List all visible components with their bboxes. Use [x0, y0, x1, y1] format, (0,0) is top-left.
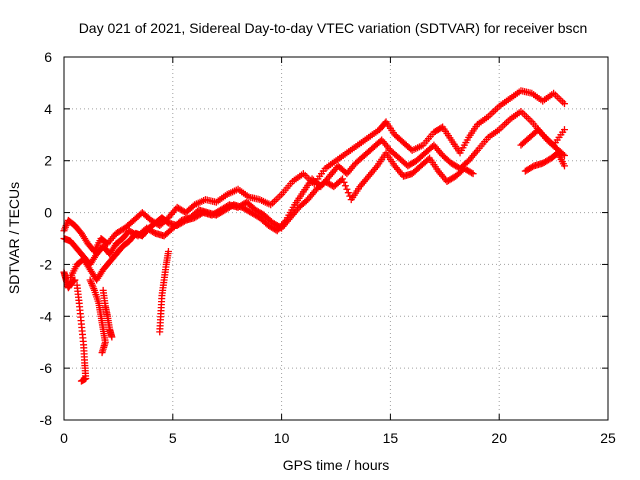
data-point [77, 377, 85, 385]
data-point [560, 100, 568, 108]
data-point [98, 349, 106, 357]
x-tick-label: 5 [169, 430, 177, 446]
y-tick-label: 0 [44, 205, 52, 221]
data-point [560, 152, 568, 160]
data-point [560, 162, 568, 170]
series-track-1 [60, 87, 568, 255]
x-tick-label: 20 [491, 430, 507, 446]
data-point [341, 182, 349, 190]
data-point [156, 328, 164, 336]
series-track-4 [521, 149, 568, 175]
data-point [559, 150, 567, 158]
x-tick-label: 25 [600, 430, 616, 446]
series-dip-3 [99, 286, 116, 341]
data-point [108, 333, 116, 341]
y-tick-label: 6 [44, 49, 52, 65]
y-axis-title: SDTVAR / TECUs [6, 182, 22, 294]
x-axis-title: GPS time / hours [283, 457, 390, 473]
y-tick-labels: 6 4 2 0 -2 -4 -6 -8 [40, 49, 53, 428]
y-tick-label: -6 [40, 360, 53, 376]
y-tick-label: 4 [44, 101, 52, 117]
data-point [71, 276, 79, 284]
axis-ticks [63, 56, 609, 421]
grid-lines [64, 57, 608, 420]
data-point [468, 169, 476, 177]
series-start-segment [60, 268, 79, 292]
series-dip-4 [156, 247, 172, 336]
y-tick-label: -8 [40, 412, 53, 428]
data-point [343, 185, 351, 193]
series-dip-1 [73, 281, 90, 385]
series-dip-2 [86, 276, 109, 357]
y-tick-label: -4 [40, 308, 53, 324]
y-tick-label: 2 [44, 153, 52, 169]
x-tick-labels: 0 5 10 15 20 25 [60, 430, 616, 446]
data-point [560, 126, 568, 134]
series-track-5 [517, 126, 568, 160]
data-point [340, 178, 348, 186]
y-tick-label: -2 [40, 256, 53, 272]
series-track-2 [60, 107, 568, 268]
data-points [60, 87, 568, 385]
data-point [469, 170, 477, 178]
plot-frame [63, 56, 609, 421]
data-point [344, 189, 352, 197]
chart-title: Day 021 of 2021, Sidereal Day-to-day VTE… [79, 20, 588, 36]
data-point [339, 175, 347, 183]
x-tick-label: 10 [274, 430, 290, 446]
x-tick-label: 15 [383, 430, 399, 446]
x-tick-label: 0 [60, 430, 68, 446]
series-track-3 [67, 149, 477, 284]
